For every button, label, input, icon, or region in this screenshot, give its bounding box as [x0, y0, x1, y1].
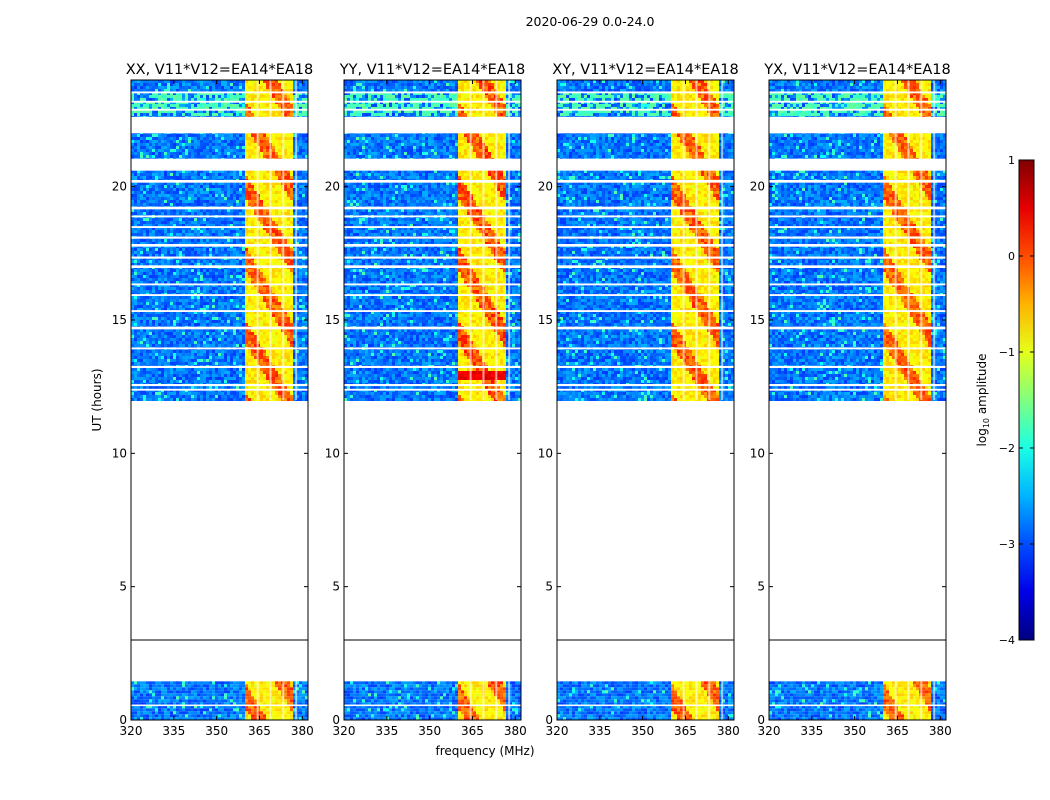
y-tick-label: 15	[538, 313, 553, 327]
y-tick-label: 10	[112, 446, 127, 460]
y-tick-label: 20	[325, 180, 340, 194]
panel-frame	[556, 79, 735, 721]
x-tick-label: 365	[461, 724, 484, 738]
y-tick-label: 10	[538, 446, 553, 460]
colorbar-tick-label: 0	[1008, 250, 1015, 263]
y-axis-label: UT (hours)	[90, 368, 104, 431]
colorbar-tick-label: −4	[999, 634, 1015, 647]
x-tick-label: 365	[248, 724, 271, 738]
panel-frame	[130, 79, 309, 721]
y-tick-label: 10	[325, 446, 340, 460]
panel-1: YY, V11*V12=EA14*EA18 0 5 10 15 20 320 335 350 36…	[325, 62, 527, 738]
x-tick-label: 365	[674, 724, 697, 738]
colorbar-tick-label: −2	[999, 442, 1015, 455]
colorbar-label: log10 amplitude	[975, 354, 991, 447]
panel-frame	[768, 79, 947, 721]
x-tick-label: 335	[800, 724, 823, 738]
colorbar: 1 0 −1 −2 −3 −4 log10 amplitude	[975, 154, 1035, 647]
y-tick-label: 5	[119, 580, 127, 594]
panel-0-data	[131, 80, 308, 720]
panel-0: XX, V11*V12=EA14*EA18 0 5 10 15 20 320 335 350 36…	[112, 62, 314, 738]
panel-3-data	[769, 80, 946, 720]
y-tick-label: 10	[750, 446, 765, 460]
y-tick-label: 0	[757, 713, 765, 727]
x-tick-label: 350	[418, 724, 441, 738]
panel-title: YX, V11*V12=EA14*EA18	[763, 62, 950, 78]
panel-title: YY, V11*V12=EA14*EA18	[339, 62, 525, 78]
x-tick-label: 320	[333, 724, 356, 738]
y-tick-label: 0	[119, 713, 127, 727]
x-tick-label: 335	[375, 724, 398, 738]
x-tick-label: 365	[886, 724, 909, 738]
x-tick-label: 350	[843, 724, 866, 738]
y-tick-label: 15	[325, 313, 340, 327]
y-tick-label: 5	[332, 580, 340, 594]
x-tick-label: 320	[546, 724, 569, 738]
figure-title: 2020-06-29 0.0-24.0	[0, 14, 1050, 29]
y-tick-label: 20	[750, 180, 765, 194]
panel-2: XY, V11*V12=EA14*EA18 0 5 10 15 20 320 335 350 36…	[538, 62, 740, 738]
y-tick-label: 15	[750, 313, 765, 327]
x-tick-label: 380	[504, 724, 527, 738]
y-tick-label: 5	[545, 580, 553, 594]
y-tick-label: 15	[112, 313, 127, 327]
x-tick-label: 380	[291, 724, 314, 738]
x-tick-label: 335	[162, 724, 185, 738]
panel-2-data	[557, 80, 734, 720]
x-tick-label: 380	[717, 724, 740, 738]
y-tick-label: 5	[757, 580, 765, 594]
colorbar-tick-label: −3	[999, 538, 1015, 551]
panel-title: XY, V11*V12=EA14*EA18	[552, 62, 738, 78]
x-tick-label: 350	[205, 724, 228, 738]
colorbar-tick-label: 1	[1008, 154, 1015, 167]
y-tick-label: 0	[332, 713, 340, 727]
x-tick-label: 320	[120, 724, 143, 738]
y-tick-label: 0	[545, 713, 553, 727]
panel-title: XX, V11*V12=EA14*EA18	[126, 62, 314, 78]
x-axis-label: frequency (MHz)	[435, 744, 534, 758]
y-tick-label: 20	[112, 180, 127, 194]
colorbar-gradient	[1018, 159, 1035, 641]
x-tick-label: 350	[631, 724, 654, 738]
panel-1-data	[344, 80, 521, 720]
x-tick-label: 320	[758, 724, 781, 738]
panel-3: YX, V11*V12=EA14*EA18 0 5 10 15 20 320 335 350 36…	[750, 62, 952, 738]
x-tick-label: 380	[929, 724, 952, 738]
panel-frame	[343, 79, 522, 721]
x-tick-label: 335	[588, 724, 611, 738]
colorbar-tick-label: −1	[999, 346, 1015, 359]
y-tick-label: 20	[538, 180, 553, 194]
